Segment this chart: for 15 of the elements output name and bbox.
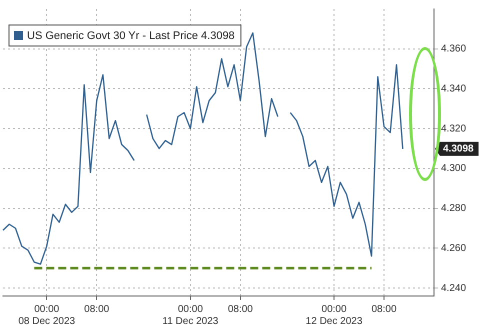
x-tick-label: 00:00 12 Dec 2023: [306, 304, 363, 327]
x-tick-label: 08:00: [84, 304, 110, 315]
annotation: 4.3098: [442, 144, 474, 155]
y-tick-label: 4.340: [440, 83, 466, 94]
x-tick-label: 08:00: [371, 304, 397, 315]
x-tick-label: 00:00 11 Dec 2023: [162, 304, 219, 327]
x-tick-label: 00:00 08 Dec 2023: [18, 304, 76, 327]
y-tick-label: 4.280: [440, 203, 466, 214]
y-tick-label: 4.320: [440, 123, 466, 134]
x-tick-label: 08:00: [228, 304, 254, 315]
y-tick-label: 4.240: [440, 282, 466, 294]
y-tick-label: 4.260: [440, 242, 466, 254]
y-tick-label: 4.300: [440, 163, 466, 174]
y-tick-label: 4.360: [440, 44, 466, 55]
legend-label: US Generic Govt 30 Yr - Last Price 4.3098: [27, 30, 235, 42]
